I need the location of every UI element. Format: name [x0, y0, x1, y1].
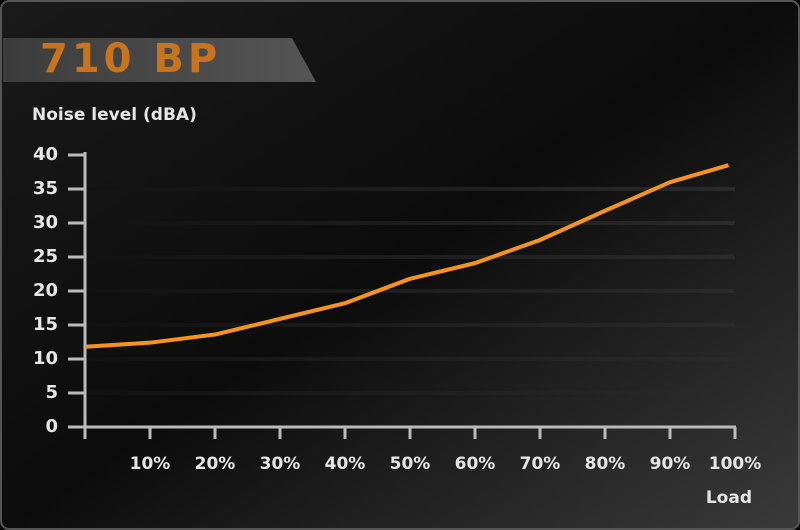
x-tick-label: 50%: [390, 454, 431, 474]
x-tick-label: 40%: [325, 454, 366, 474]
y-tick-label: 25: [33, 246, 58, 267]
y-tick-label: 30: [33, 212, 58, 233]
y-tick-label: 10: [33, 348, 58, 369]
y-tick-label: 35: [33, 178, 58, 199]
x-tick-label: 20%: [195, 454, 236, 474]
grid-line: [85, 289, 735, 293]
x-axis-label: Load: [706, 488, 752, 508]
y-axis-label: Noise level (dBA): [32, 105, 197, 125]
y-tick-label: 15: [33, 314, 58, 335]
line: [84, 163, 730, 349]
x-tick-label: 100%: [709, 454, 762, 474]
x-tick-label: 90%: [650, 454, 691, 474]
grid-line: [85, 391, 735, 395]
chart-title: 710 BP: [40, 36, 221, 82]
grid-line: [85, 221, 735, 225]
x-tick-label: 10%: [130, 454, 171, 474]
y-tick-label: 20: [33, 280, 58, 301]
grid-line: [85, 323, 735, 327]
x-tick-label: 70%: [520, 454, 561, 474]
grid-line: [85, 255, 735, 259]
x-tick-label: 60%: [455, 454, 496, 474]
x-tick-label: 30%: [260, 454, 301, 474]
y-tick-label: 0: [45, 416, 58, 437]
grid-line: [85, 187, 735, 191]
x-tick-label: 80%: [585, 454, 626, 474]
grid-line: [85, 357, 735, 361]
y-tick-label: 5: [45, 382, 58, 403]
title-tab: [3, 38, 316, 82]
y-tick-label: 40: [33, 144, 58, 165]
